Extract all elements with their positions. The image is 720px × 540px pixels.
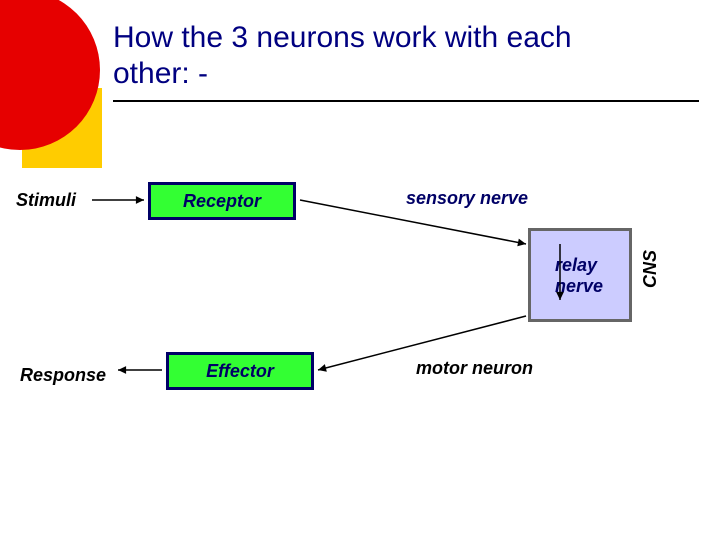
sensory-label: sensory nerve <box>406 188 528 209</box>
slide-title: How the 3 neurons work with each other: … <box>113 20 633 92</box>
relay-label: relay nerve <box>555 255 603 297</box>
stimuli-label: Stimuli <box>16 190 76 211</box>
response-label: Response <box>20 365 106 386</box>
cns-label: CNS <box>640 250 661 288</box>
receptor-box: Receptor <box>148 182 296 220</box>
title-underline <box>113 100 699 102</box>
motor-label: motor neuron <box>416 358 533 379</box>
effector-box: Effector <box>166 352 314 390</box>
